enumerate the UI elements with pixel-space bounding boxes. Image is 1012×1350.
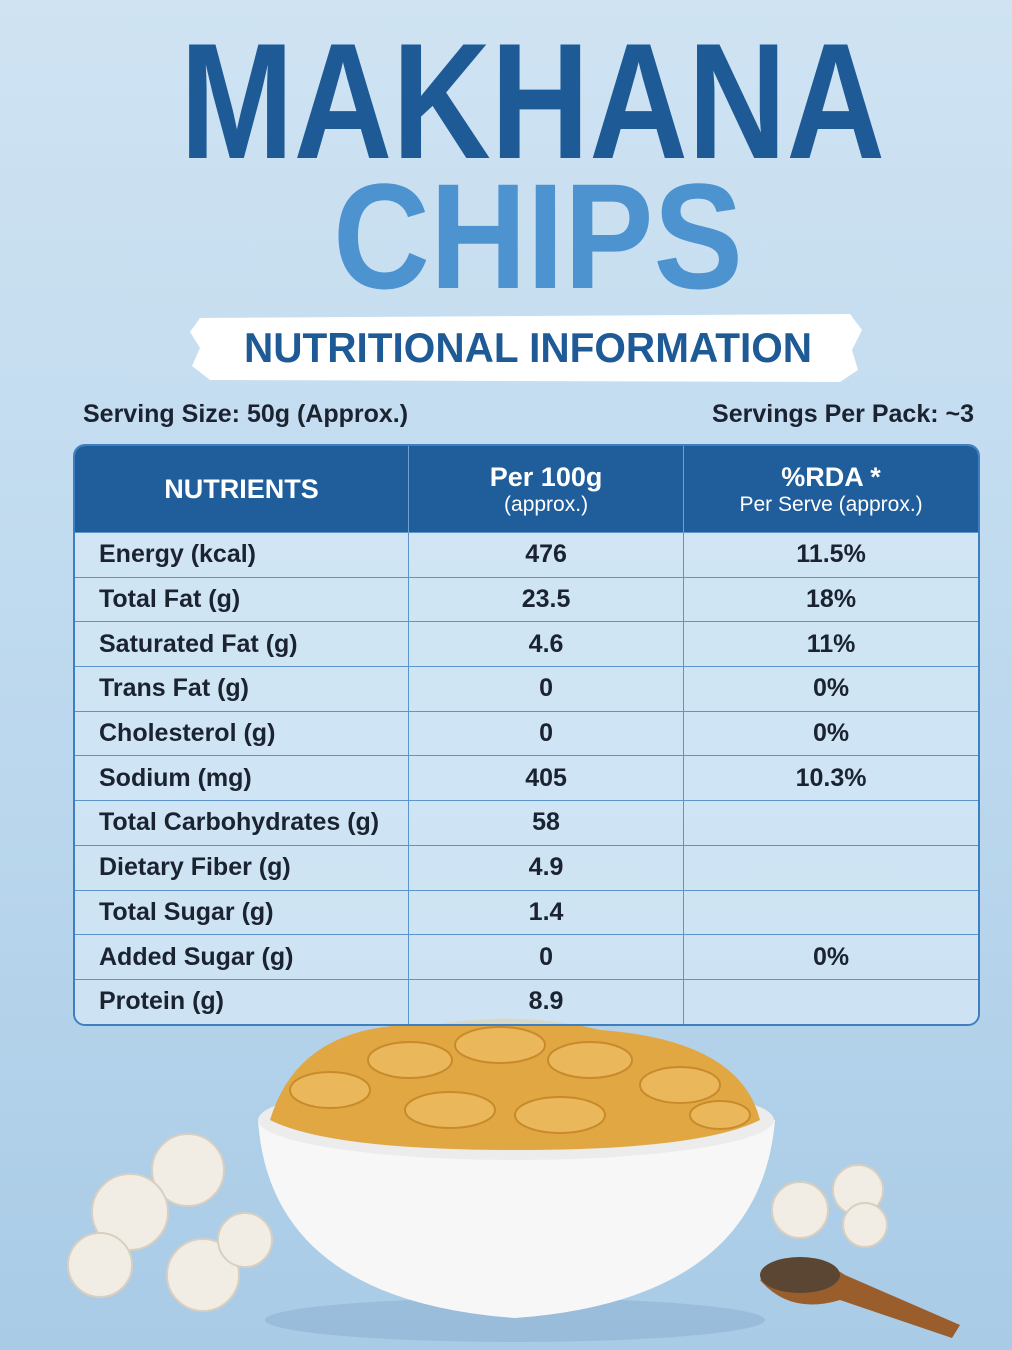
table-cell: 0 <box>408 710 685 756</box>
table-cell: 8.9 <box>408 978 685 1024</box>
table-cell: 0 <box>408 666 685 712</box>
table-row: Sodium (mg) 405 10.3% <box>75 755 978 801</box>
servings-per-pack: Servings Per Pack: ~3 <box>712 400 974 428</box>
table-cell: Total Sugar (g) <box>75 889 409 935</box>
table-row: Protein (g) 8.9 <box>75 978 978 1024</box>
table-cell: 0% <box>683 666 978 712</box>
table-cell: 0% <box>683 934 978 980</box>
header-cell: %RDA * Per Serve (approx.) <box>683 446 978 533</box>
header-main: NUTRIENTS <box>164 473 319 504</box>
banner-brush <box>190 314 862 382</box>
table-cell: Total Carbohydrates (g) <box>75 800 409 846</box>
banner-text: NUTRITIONAL INFORMATION <box>244 324 812 371</box>
table-cell <box>683 889 978 935</box>
table-cell: 11% <box>683 621 978 667</box>
table-cell: 1.4 <box>408 889 685 935</box>
table-cell: Total Fat (g) <box>75 576 409 622</box>
table-row: Total Fat (g) 23.5 18% <box>75 576 978 622</box>
header-cell: Per 100g (approx.) <box>408 446 685 533</box>
table-cell: 4.6 <box>408 621 685 667</box>
table-cell: Dietary Fiber (g) <box>75 844 409 890</box>
table-cell: Trans Fat (g) <box>75 666 409 712</box>
table-cell: 11.5% <box>683 532 978 578</box>
table-row: Energy (kcal) 476 11.5% <box>75 532 978 578</box>
table-row: Cholesterol (g) 0 0% <box>75 710 978 756</box>
table-cell: 4.9 <box>408 844 685 890</box>
table-cell: 0% <box>683 710 978 756</box>
table-cell: 0 <box>408 934 685 980</box>
header-row: NUTRIENTS Per 100g (approx.) %RDA * Per Serv… <box>75 446 978 533</box>
title-line1: MAKHANA <box>180 9 885 193</box>
table-cell: Added Sugar (g) <box>75 934 409 980</box>
table-cell: 476 <box>408 532 685 578</box>
header-sub: Per Serve (approx.) <box>739 492 923 516</box>
table-row: Total Carbohydrates (g) 58 <box>75 800 978 846</box>
table-row: Total Sugar (g) 1.4 <box>75 889 978 935</box>
table-row: Dietary Fiber (g) 4.9 <box>75 844 978 890</box>
table-cell: Saturated Fat (g) <box>75 621 409 667</box>
table-row: Saturated Fat (g) 4.6 11% <box>75 621 978 667</box>
table-cell <box>683 800 978 846</box>
table-cell: 405 <box>408 755 685 801</box>
table-cell: Sodium (mg) <box>75 755 409 801</box>
header-sub: (approx.) <box>504 492 589 516</box>
title-line2: CHIPS <box>333 152 743 320</box>
header-main: %RDA * <box>781 461 881 492</box>
header-main: Per 100g <box>489 461 603 492</box>
table-cell: Cholesterol (g) <box>75 710 409 756</box>
table-cell: Protein (g) <box>75 978 409 1024</box>
table-cell: 18% <box>683 576 978 622</box>
bowl-illustration <box>67 1018 960 1342</box>
header-cell: NUTRIENTS <box>75 446 409 533</box>
nutrition-table: NUTRIENTS Per 100g (approx.) %RDA * Per Serv… <box>75 446 978 1024</box>
table-row: Trans Fat (g) 0 0% <box>75 666 978 712</box>
table-row: Added Sugar (g) 0 0% <box>75 934 978 980</box>
table-cell: 23.5 <box>408 576 685 622</box>
table-cell: Energy (kcal) <box>75 532 409 578</box>
serving-size: Serving Size: 50g (Approx.) <box>83 400 409 428</box>
table-cell: 58 <box>408 800 685 846</box>
table-cell <box>683 844 978 890</box>
table-cell <box>683 978 978 1024</box>
table-cell: 10.3% <box>683 755 978 801</box>
